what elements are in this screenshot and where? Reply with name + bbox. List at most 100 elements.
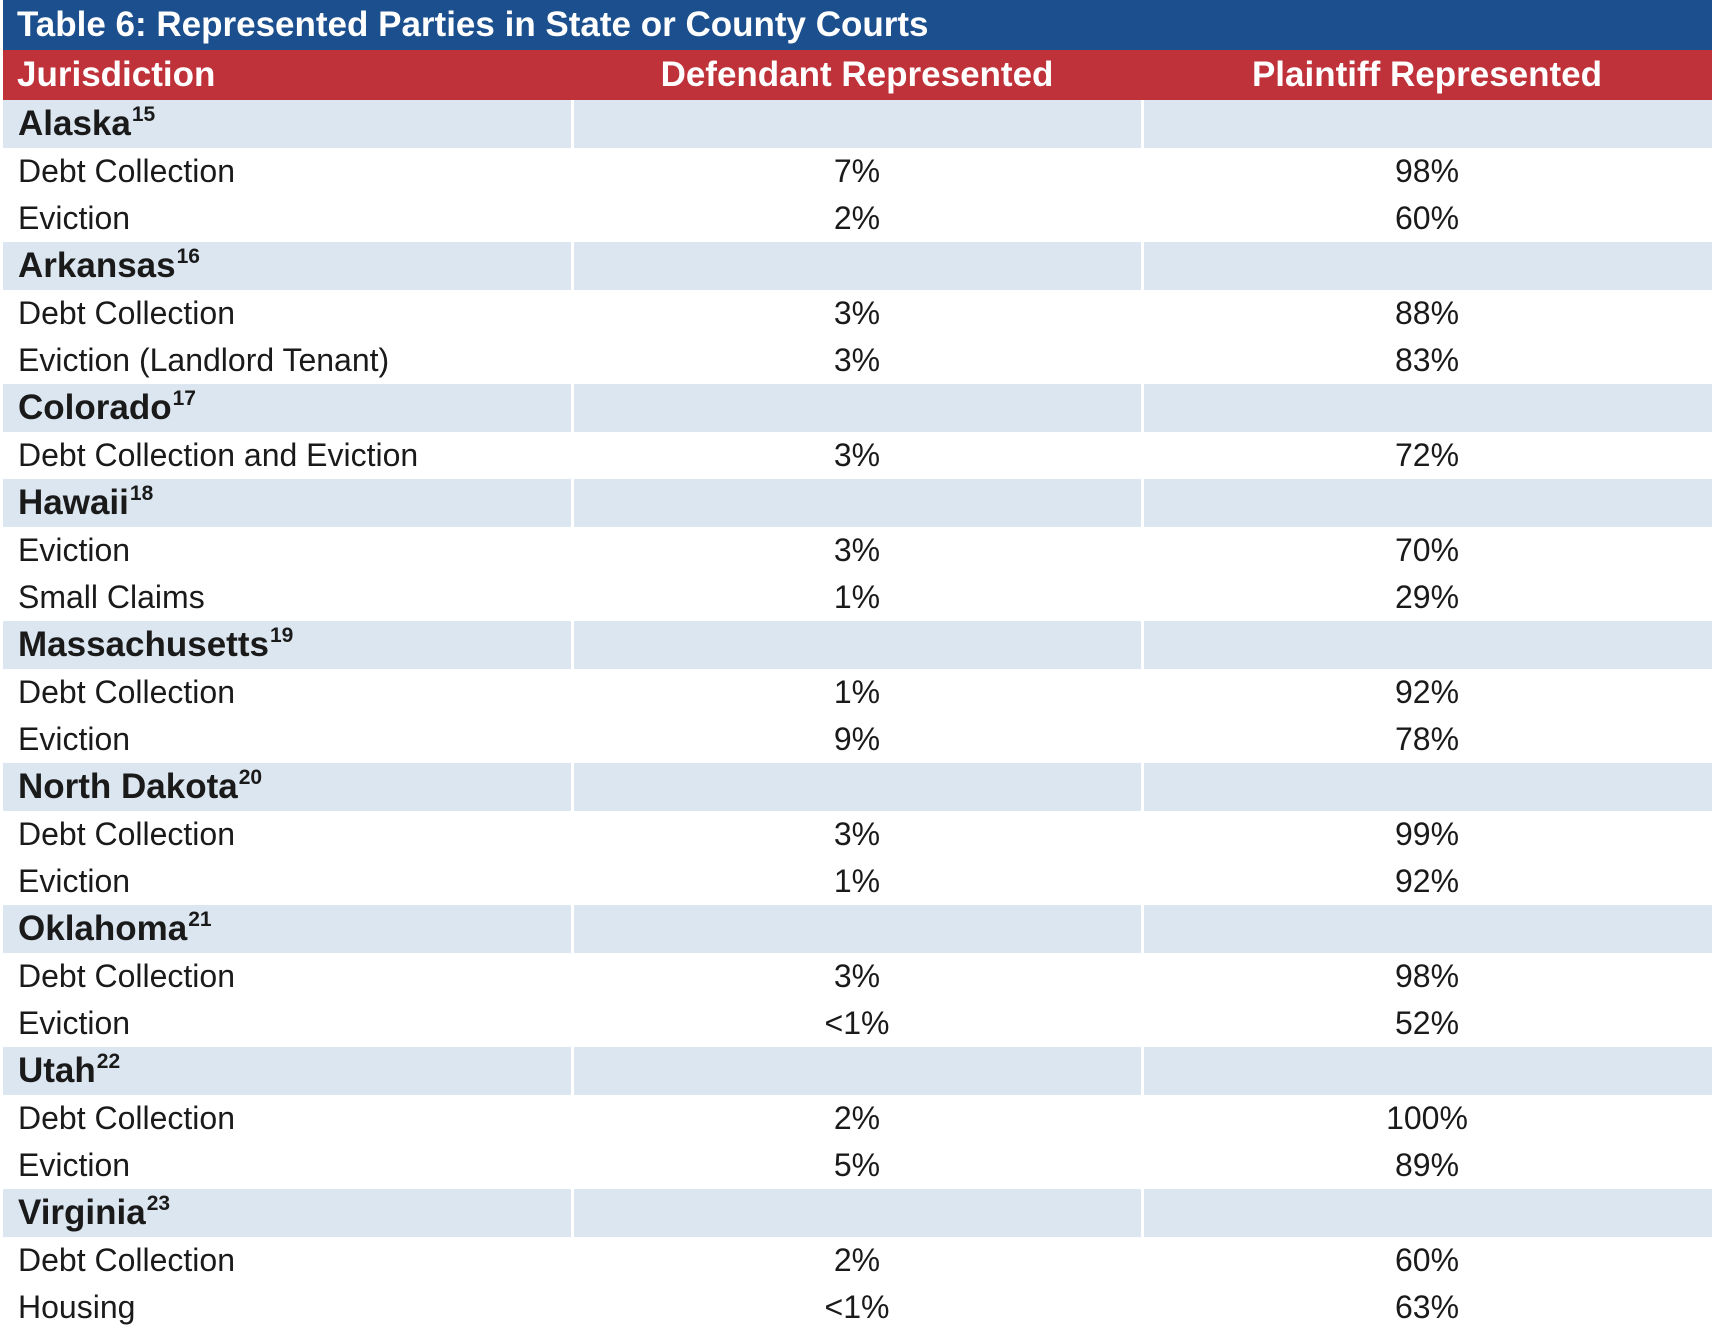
group-row-arkansas: Arkansas16 <box>3 242 1712 290</box>
table-row: Eviction 2% 60% <box>3 195 1712 242</box>
category-cell: Debt Collection <box>3 669 572 716</box>
jurisdiction-name: Utah22 <box>3 1047 572 1095</box>
group-empty-cell <box>1140 621 1712 669</box>
represented-parties-table: Table 6: Represented Parties in State or… <box>3 0 1712 1331</box>
header-row: Jurisdiction Defendant Represented Plain… <box>3 50 1712 100</box>
group-row-colorado: Colorado17 <box>3 384 1712 432</box>
table-row: Debt Collection 3% 98% <box>3 953 1712 1000</box>
jurisdiction-name: Massachusetts19 <box>3 621 572 669</box>
plaintiff-value-cell: 63% <box>1142 1284 1712 1331</box>
jurisdiction-label: North Dakota <box>18 767 238 806</box>
category-cell: Debt Collection <box>3 1237 572 1284</box>
group-row-virginia: Virginia23 <box>3 1189 1712 1237</box>
group-empty-cell <box>570 621 1142 669</box>
plaintiff-value-cell: 92% <box>1142 669 1712 716</box>
table-row: Eviction 5% 89% <box>3 1142 1712 1189</box>
jurisdiction-name: Alaska15 <box>3 100 572 148</box>
footnote-ref: 18 <box>129 482 154 505</box>
category-cell: Debt Collection <box>3 148 572 195</box>
defendant-value-cell: 3% <box>572 811 1142 858</box>
group-row-oklahoma: Oklahoma21 <box>3 905 1712 953</box>
plaintiff-value-cell: 98% <box>1142 953 1712 1000</box>
footnote-ref: 15 <box>131 103 156 126</box>
table-row: Debt Collection 7% 98% <box>3 148 1712 195</box>
jurisdiction-label: Utah <box>18 1051 96 1090</box>
category-cell: Eviction <box>3 1000 572 1047</box>
table-row: Debt Collection and Eviction 3% 72% <box>3 432 1712 479</box>
group-empty-cell <box>570 100 1142 148</box>
plaintiff-value-cell: 92% <box>1142 858 1712 905</box>
group-row-hawaii: Hawaii18 <box>3 479 1712 527</box>
jurisdiction-label: Hawaii <box>18 483 129 522</box>
defendant-value-cell: 1% <box>572 669 1142 716</box>
plaintiff-value-cell: 100% <box>1142 1095 1712 1142</box>
plaintiff-value-cell: 52% <box>1142 1000 1712 1047</box>
jurisdiction-label: Arkansas <box>18 246 176 285</box>
jurisdiction-label: Alaska <box>18 104 131 143</box>
defendant-value-cell: 3% <box>572 953 1142 1000</box>
defendant-value-cell: 1% <box>572 858 1142 905</box>
defendant-value-cell: 3% <box>572 337 1142 384</box>
table-row: Debt Collection 3% 88% <box>3 290 1712 337</box>
defendant-value-cell: 3% <box>572 527 1142 574</box>
footnote-ref: 16 <box>176 245 200 268</box>
defendant-value-cell: 2% <box>572 1237 1142 1284</box>
defendant-value-cell: 3% <box>572 290 1142 337</box>
table-row: Housing <1% 63% <box>3 1284 1712 1331</box>
group-empty-cell <box>570 479 1142 527</box>
table-row: Eviction 9% 78% <box>3 716 1712 763</box>
group-row-alaska: Alaska15 <box>3 100 1712 148</box>
header-plaintiff-represented: Plaintiff Represented <box>1142 50 1712 100</box>
footnote-ref: 19 <box>269 624 294 647</box>
defendant-value-cell: 5% <box>572 1142 1142 1189</box>
plaintiff-value-cell: 78% <box>1142 716 1712 763</box>
category-cell: Eviction (Landlord Tenant) <box>3 337 572 384</box>
defendant-value-cell: 2% <box>572 195 1142 242</box>
category-cell: Housing <box>3 1284 572 1331</box>
group-empty-cell <box>1140 100 1712 148</box>
group-empty-cell <box>570 384 1142 432</box>
plaintiff-value-cell: 89% <box>1142 1142 1712 1189</box>
table-row: Eviction 3% 70% <box>3 527 1712 574</box>
group-empty-cell <box>1140 905 1712 953</box>
jurisdiction-name: Oklahoma21 <box>3 905 572 953</box>
table-row: Eviction (Landlord Tenant) 3% 83% <box>3 337 1712 384</box>
group-row-north-dakota: North Dakota20 <box>3 763 1712 811</box>
jurisdiction-name: Colorado17 <box>3 384 572 432</box>
category-cell: Eviction <box>3 858 572 905</box>
plaintiff-value-cell: 72% <box>1142 432 1712 479</box>
plaintiff-value-cell: 29% <box>1142 574 1712 621</box>
group-empty-cell <box>570 1189 1142 1237</box>
defendant-value-cell: 9% <box>572 716 1142 763</box>
defendant-value-cell: 1% <box>572 574 1142 621</box>
plaintiff-value-cell: 88% <box>1142 290 1712 337</box>
plaintiff-value-cell: 60% <box>1142 1237 1712 1284</box>
defendant-value-cell: <1% <box>572 1000 1142 1047</box>
data-table: Jurisdiction Defendant Represented Plain… <box>3 50 1712 1331</box>
jurisdiction-label: Massachusetts <box>18 625 269 664</box>
table-body: Alaska15 Debt Collection 7% 98% Eviction 2% 60… <box>3 100 1712 1331</box>
defendant-value-cell: 3% <box>572 432 1142 479</box>
table-row: Eviction <1% 52% <box>3 1000 1712 1047</box>
group-empty-cell <box>570 763 1142 811</box>
defendant-value-cell: <1% <box>572 1284 1142 1331</box>
plaintiff-value-cell: 83% <box>1142 337 1712 384</box>
group-empty-cell <box>1140 242 1712 290</box>
table-row: Small Claims 1% 29% <box>3 574 1712 621</box>
footnote-ref: 22 <box>96 1050 121 1073</box>
group-empty-cell <box>1140 1189 1712 1237</box>
group-empty-cell <box>570 905 1142 953</box>
category-cell: Eviction <box>3 195 572 242</box>
header-jurisdiction: Jurisdiction <box>3 50 572 100</box>
jurisdiction-label: Virginia <box>18 1193 146 1232</box>
category-cell: Debt Collection <box>3 953 572 1000</box>
defendant-value-cell: 2% <box>572 1095 1142 1142</box>
jurisdiction-name: Hawaii18 <box>3 479 572 527</box>
category-cell: Small Claims <box>3 574 572 621</box>
defendant-value-cell: 7% <box>572 148 1142 195</box>
table-row: Eviction 1% 92% <box>3 858 1712 905</box>
category-cell: Debt Collection <box>3 811 572 858</box>
footnote-ref: 17 <box>172 387 196 410</box>
footnote-ref: 21 <box>188 908 212 931</box>
category-cell: Eviction <box>3 716 572 763</box>
